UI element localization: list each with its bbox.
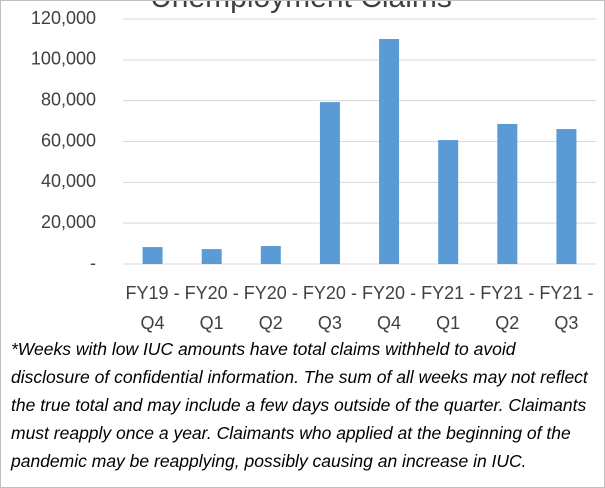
x-tick-label: FY21 -Q1 <box>421 283 475 333</box>
y-tick-label: 20,000 <box>41 212 96 232</box>
x-tick-label: FY20 -Q1 <box>185 283 239 333</box>
bar <box>438 140 459 264</box>
y-tick-label: 60,000 <box>41 130 96 150</box>
x-tick-label: FY20 -Q4 <box>362 283 416 333</box>
bar <box>497 123 518 264</box>
chart-title: Unemployment Claims <box>150 1 452 14</box>
footnote: *Weeks with low IUC amounts have total c… <box>11 339 588 471</box>
bar <box>142 247 163 264</box>
x-tick-label: FY21 -Q3 <box>539 283 593 333</box>
x-tick-label: FY20 -Q2 <box>244 283 298 333</box>
bar <box>379 39 400 265</box>
bar <box>260 246 281 264</box>
y-tick-label: 120,000 <box>31 8 96 28</box>
bar <box>319 102 340 265</box>
y-tick-label: 40,000 <box>41 171 96 191</box>
y-tick-label: 100,000 <box>31 49 96 69</box>
bar <box>556 129 577 264</box>
y-tick-label: - <box>90 253 96 273</box>
x-tick-label: FY20 -Q3 <box>303 283 357 333</box>
x-tick-label: FY21 -Q2 <box>480 283 534 333</box>
y-tick-label: 80,000 <box>41 89 96 109</box>
bar <box>201 249 222 264</box>
x-tick-label: FY19 -Q4 <box>126 283 180 333</box>
